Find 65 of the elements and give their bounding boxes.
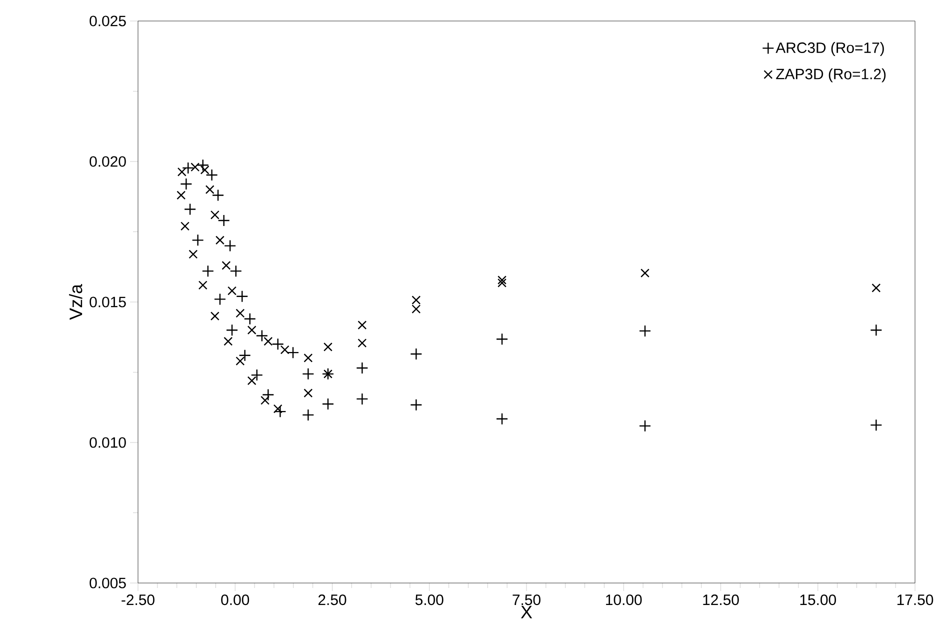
point (322, 398, 334, 410)
point (410, 398, 422, 411)
x-tick-label: 12.50 (703, 594, 739, 606)
point (180, 222, 190, 231)
point (356, 392, 368, 406)
y-tick-label: 0.025 (90, 16, 126, 26)
point (412, 296, 421, 305)
x-tick-label: 5.00 (415, 594, 444, 606)
point (198, 280, 208, 290)
point (496, 332, 508, 346)
point (196, 159, 209, 172)
y-tick-label: 0.020 (90, 156, 126, 167)
y-tick-label: 0.015 (90, 296, 126, 308)
point (302, 408, 314, 422)
x-tick-label: 7.50 (512, 594, 540, 606)
point (302, 368, 314, 380)
y-axis-title: Vz/a (69, 284, 82, 320)
point (872, 283, 881, 292)
point (262, 388, 274, 401)
point (190, 162, 200, 172)
point (870, 324, 882, 336)
legend-label: ARC3D (Ro=17) (776, 42, 884, 56)
point (498, 276, 507, 285)
point (247, 376, 256, 386)
y-tick-label: 0.005 (90, 578, 126, 588)
legend-label: ZAP3D (Ro=1.2) (776, 68, 886, 82)
point (202, 264, 214, 278)
x-axis-title: X (520, 606, 532, 618)
point (638, 420, 652, 432)
x-tick-label: 15.00 (800, 594, 836, 606)
point (224, 336, 233, 346)
point (412, 304, 421, 314)
point (214, 293, 226, 306)
point (638, 324, 652, 338)
point (870, 418, 882, 432)
point (210, 312, 220, 321)
point (260, 396, 270, 405)
point (192, 234, 204, 246)
y-tick-label: 0.010 (90, 437, 126, 448)
point (323, 342, 332, 352)
point (226, 324, 238, 336)
x-tick-label: 0.00 (221, 594, 250, 606)
x-tick-label: 2.50 (318, 594, 346, 606)
x-tick-label: 17.50 (897, 594, 934, 606)
point (176, 190, 186, 200)
point (188, 250, 198, 259)
point (274, 405, 286, 418)
x-tick-label: 10.00 (606, 594, 642, 606)
point (640, 268, 650, 278)
point (304, 353, 313, 362)
point (184, 203, 196, 216)
point (304, 388, 313, 398)
point (410, 348, 422, 360)
point (498, 278, 507, 288)
x-tick-label: -2.50 (122, 594, 154, 606)
point (177, 167, 186, 176)
point (238, 349, 251, 362)
point (358, 338, 367, 348)
point (250, 368, 263, 382)
point (358, 320, 367, 330)
point (236, 356, 245, 366)
point (182, 162, 194, 174)
point (496, 412, 508, 425)
point (180, 178, 192, 190)
point (356, 362, 368, 374)
